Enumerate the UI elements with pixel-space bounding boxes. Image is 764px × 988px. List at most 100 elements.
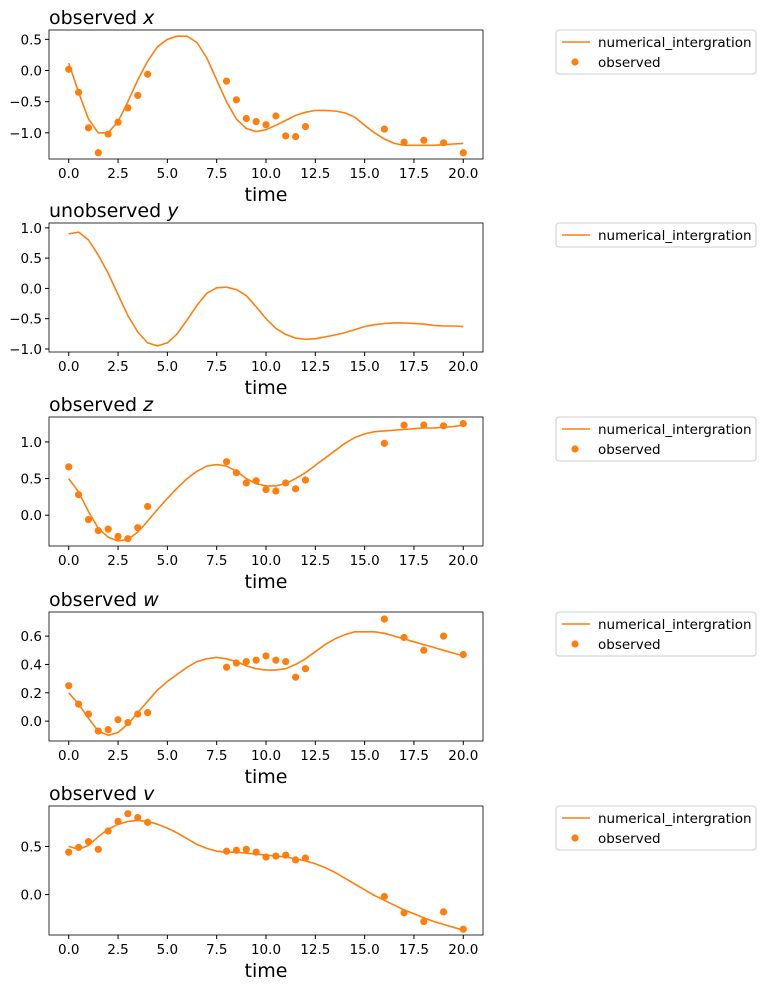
- x-tick-label: 20.0: [448, 942, 478, 958]
- x-tick-label: 15.0: [350, 166, 380, 182]
- x-tick-label: 2.5: [107, 553, 128, 569]
- observed-point: [222, 847, 231, 855]
- observed-point: [84, 516, 93, 524]
- observed-point: [74, 491, 83, 499]
- observed-point: [74, 700, 83, 708]
- x-tick-label: 0.0: [58, 748, 79, 764]
- observed-point: [74, 88, 83, 96]
- legend-box: [555, 416, 757, 462]
- legend-marker-swatch: [571, 58, 579, 66]
- x-tick-label: 12.5: [300, 359, 330, 375]
- observed-point: [459, 650, 467, 659]
- y-tick-label: −1.0: [9, 342, 42, 358]
- observed-point: [301, 854, 310, 862]
- x-tick-label: 20.0: [448, 166, 478, 182]
- observed-point: [94, 527, 102, 535]
- title-text: unobserved: [49, 200, 167, 222]
- x-tick-label: 0.0: [58, 359, 79, 375]
- y-tick-label: 0.5: [21, 472, 42, 488]
- x-tick-label: 17.5: [399, 166, 429, 182]
- observed-point: [84, 838, 93, 846]
- x-tick-label: 5.0: [157, 748, 178, 764]
- observed-point: [459, 925, 467, 933]
- x-tick-label: 15.0: [350, 359, 380, 375]
- x-tick-label: 0.0: [58, 942, 79, 958]
- observed-point: [134, 524, 142, 532]
- observed-point: [400, 909, 408, 917]
- series-line-numerical-intergration: [67, 35, 464, 147]
- y-tick-label: 1.0: [21, 221, 42, 237]
- x-tick-label: 20.0: [448, 553, 478, 569]
- legend-marker-swatch: [571, 445, 579, 453]
- subplot-y: unobserved y 0.0 2.5 5.0 7.5 10.0 12.5 15.0 17.5…: [9, 200, 757, 399]
- observed-point: [104, 130, 112, 138]
- y-tick-label: 1.0: [21, 435, 42, 451]
- x-tick-label: 12.5: [300, 166, 330, 182]
- observed-point: [380, 125, 388, 133]
- subplot-x: observed x 0.0 2.5 5.0 7.5 10.0 12.5 15.0 17.5 20…: [9, 7, 757, 206]
- y-tick-label: −1.0: [9, 126, 42, 142]
- observed-point: [114, 817, 122, 826]
- axes-frame: [48, 611, 484, 742]
- x-tick-label: 10.0: [251, 166, 281, 182]
- subplot-title: observed x: [49, 7, 155, 29]
- x-tick-label: 12.5: [300, 748, 330, 764]
- x-tick-label: 20.0: [448, 748, 478, 764]
- observed-point: [291, 673, 300, 681]
- x-tick-label: 7.5: [206, 748, 227, 764]
- observed-point: [144, 709, 152, 717]
- title-variable: v: [143, 783, 155, 805]
- observed-point: [222, 663, 231, 671]
- x-axis-label: time: [245, 766, 288, 788]
- title-text: observed: [49, 394, 143, 416]
- y-tick-label: 0.0: [21, 281, 42, 297]
- x-tick-label: 5.0: [157, 359, 178, 375]
- subplot-z: observed z 0.0 2.5 5.0 7.5 10.0 12.5 15.0 17.5 20…: [21, 394, 757, 593]
- legend-box: [555, 29, 757, 75]
- observed-point: [124, 810, 132, 818]
- observed-point: [380, 892, 388, 901]
- legend-label: numerical_intergration: [598, 228, 752, 244]
- observed-point: [459, 149, 467, 157]
- x-tick-label: 17.5: [399, 553, 429, 569]
- observed-point: [282, 658, 290, 666]
- observed-point: [291, 132, 300, 141]
- x-tick-label: 7.5: [206, 359, 227, 375]
- series-line-numerical-intergration: [68, 630, 464, 737]
- observed-point: [124, 104, 132, 112]
- x-tick-label: 20.0: [448, 359, 478, 375]
- observed-point: [252, 848, 260, 856]
- legend-marker-swatch: [571, 640, 579, 648]
- legend: numerical_intergration observed: [555, 29, 757, 75]
- legend-label: observed: [598, 442, 661, 458]
- y-tick-label: 0.0: [21, 714, 42, 730]
- observed-point: [282, 479, 290, 487]
- observed-point: [301, 476, 310, 484]
- legend: numerical_intergration observed: [555, 416, 757, 462]
- observed-point: [232, 96, 241, 104]
- x-tick-label: 15.0: [350, 553, 380, 569]
- y-tick-label: −0.5: [9, 312, 42, 328]
- y-tick-label: −0.5: [9, 95, 42, 111]
- observed-point: [262, 652, 270, 660]
- x-tick-label: 10.0: [251, 748, 281, 764]
- observed-point: [262, 485, 270, 494]
- legend-label: observed: [598, 55, 661, 71]
- y-tick-label: 0.5: [21, 251, 42, 267]
- x-tick-label: 7.5: [206, 553, 227, 569]
- observed-point: [439, 422, 448, 430]
- title-variable: x: [142, 7, 155, 29]
- observed-point: [262, 121, 270, 129]
- observed-point: [282, 132, 290, 140]
- title-variable: y: [166, 200, 179, 222]
- x-axis-label: time: [245, 960, 288, 982]
- observed-point: [272, 112, 280, 120]
- x-axis-label: time: [245, 571, 288, 593]
- observed-point: [272, 852, 280, 860]
- observed-point: [272, 487, 280, 495]
- title-text: observed: [49, 589, 143, 611]
- x-tick-label: 2.5: [107, 942, 128, 958]
- legend-box: [555, 805, 757, 851]
- observed-point: [232, 846, 241, 854]
- series-line-numerical-intergration: [68, 231, 464, 347]
